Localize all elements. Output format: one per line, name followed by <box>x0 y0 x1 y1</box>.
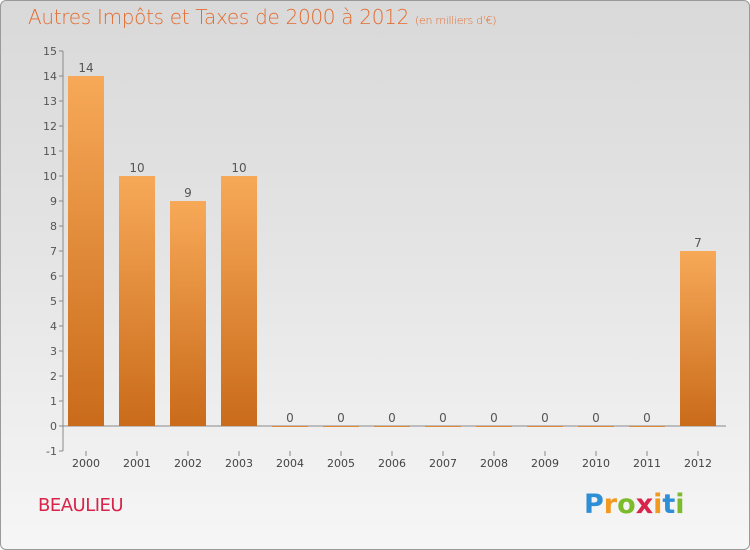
x-tick-label: 2007 <box>429 457 457 470</box>
logo-letter: i <box>653 489 663 520</box>
x-tick-label: 2005 <box>327 457 355 470</box>
y-tick-label: 1 <box>50 395 57 408</box>
bar <box>323 426 359 427</box>
data-label: 0 <box>541 411 549 425</box>
chart-subtitle: (en milliers d'€) <box>415 14 497 27</box>
x-tick-label: 2003 <box>225 457 253 470</box>
y-tick-label: 3 <box>50 345 57 358</box>
y-tick-label: -1 <box>46 445 57 458</box>
x-tick-label: 2009 <box>531 457 559 470</box>
logo-letter: P <box>584 489 604 520</box>
logo-letter: x <box>635 489 654 520</box>
bar <box>119 176 155 426</box>
data-label: 0 <box>388 411 396 425</box>
proxiti-logo: Proxiti <box>584 489 685 520</box>
bar <box>68 76 104 426</box>
x-tick-label: 2012 <box>684 457 712 470</box>
x-tick-label: 2008 <box>480 457 508 470</box>
logo-letter: r <box>603 489 618 520</box>
logo-letter: o <box>617 489 636 520</box>
place-name: BEAULIEU <box>38 495 124 516</box>
y-tick-label: 6 <box>50 270 57 283</box>
data-label: 0 <box>490 411 498 425</box>
bar <box>578 426 614 427</box>
bar <box>527 426 563 427</box>
x-tick-label: 2004 <box>276 457 304 470</box>
data-label: 14 <box>78 61 93 75</box>
y-tick-label: 15 <box>43 45 57 58</box>
data-label: 10 <box>129 161 144 175</box>
data-label: 0 <box>643 411 651 425</box>
data-label: 0 <box>592 411 600 425</box>
bar <box>374 426 410 427</box>
y-tick-label: 13 <box>43 95 57 108</box>
y-tick-label: 4 <box>50 320 57 333</box>
bar <box>170 201 206 426</box>
bar <box>425 426 461 427</box>
bar <box>476 426 512 427</box>
x-tick-label: 2011 <box>633 457 661 470</box>
x-tick-label: 2002 <box>174 457 202 470</box>
y-tick-label: 10 <box>43 170 57 183</box>
y-tick-label: 2 <box>50 370 57 383</box>
y-tick-label: 7 <box>50 245 57 258</box>
chart-title: Autres Impôts et Taxes de 2000 à 2012 (en… <box>28 5 496 29</box>
bar <box>221 176 257 426</box>
bar <box>680 251 716 426</box>
logo-letter: t <box>662 489 676 520</box>
y-tick-label: 5 <box>50 295 57 308</box>
y-tick-label: 14 <box>43 70 57 83</box>
data-label: 7 <box>694 236 702 250</box>
bar <box>629 426 665 427</box>
y-tick-label: 0 <box>50 420 57 433</box>
x-tick-label: 2001 <box>123 457 151 470</box>
bar <box>272 426 308 427</box>
y-tick-label: 11 <box>43 145 57 158</box>
title-text: Autres Impôts et Taxes de 2000 à 2012 <box>28 5 409 29</box>
y-tick-label: 8 <box>50 220 57 233</box>
x-tick-label: 2010 <box>582 457 610 470</box>
y-tick-label: 9 <box>50 195 57 208</box>
x-tick-label: 2000 <box>72 457 100 470</box>
data-label: 9 <box>184 186 192 200</box>
y-tick-label: 12 <box>43 120 57 133</box>
logo-letter: i <box>675 489 685 520</box>
data-label: 0 <box>286 411 294 425</box>
x-tick-label: 2006 <box>378 457 406 470</box>
data-label: 0 <box>337 411 345 425</box>
data-label: 0 <box>439 411 447 425</box>
data-label: 10 <box>231 161 246 175</box>
